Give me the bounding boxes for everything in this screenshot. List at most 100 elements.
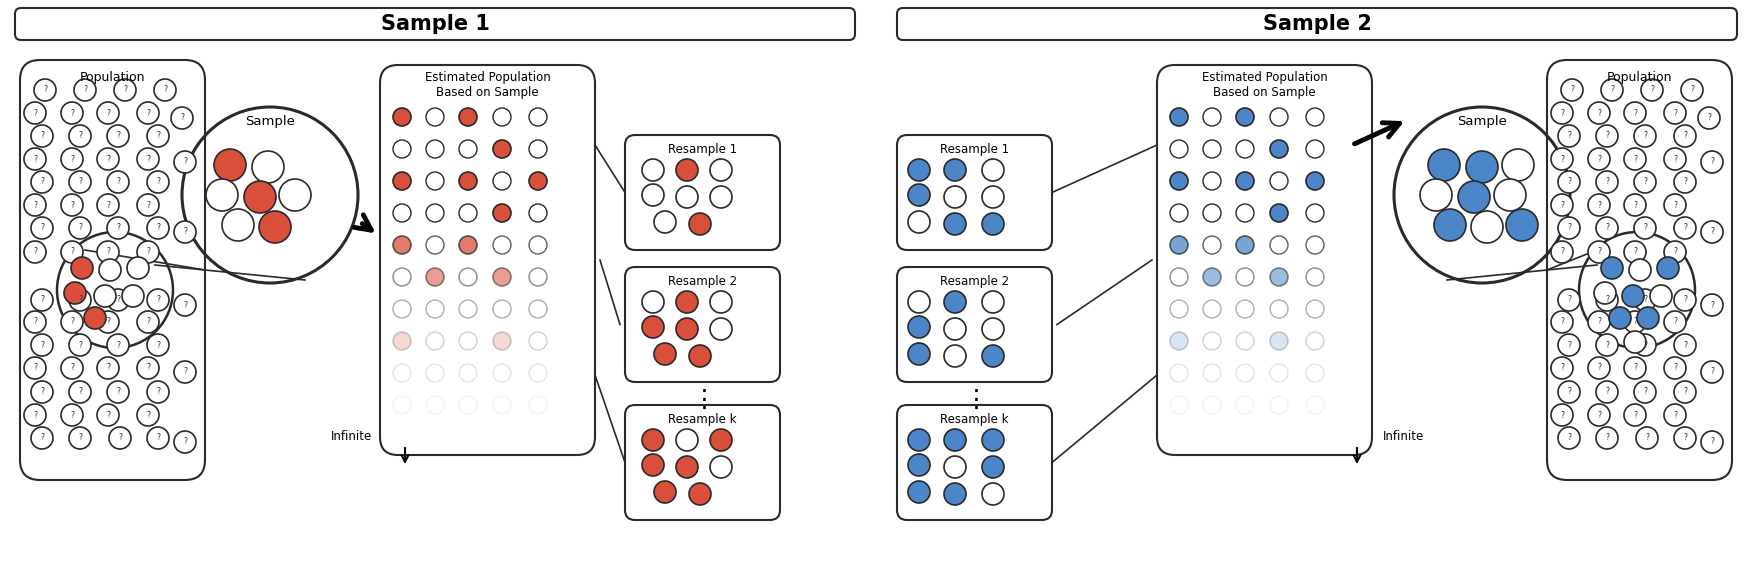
Circle shape [223, 209, 254, 241]
Circle shape [1558, 427, 1580, 449]
Circle shape [1624, 331, 1645, 353]
Text: ?: ? [1673, 317, 1677, 327]
Circle shape [392, 204, 412, 222]
Circle shape [74, 79, 96, 101]
Circle shape [908, 316, 930, 338]
Circle shape [676, 186, 697, 208]
Circle shape [653, 343, 676, 365]
Text: ?: ? [1633, 201, 1636, 209]
Circle shape [1642, 79, 1663, 101]
Circle shape [68, 125, 91, 147]
Circle shape [492, 108, 512, 126]
Circle shape [1204, 396, 1221, 414]
Circle shape [1305, 108, 1325, 126]
Circle shape [172, 107, 193, 129]
Text: ?: ? [70, 317, 74, 327]
Circle shape [1701, 151, 1722, 173]
Circle shape [426, 236, 443, 254]
Circle shape [459, 332, 477, 350]
Circle shape [710, 318, 732, 340]
Circle shape [137, 241, 159, 263]
Circle shape [107, 381, 130, 403]
Circle shape [1587, 194, 1610, 216]
Circle shape [1608, 307, 1631, 329]
Circle shape [983, 159, 1004, 181]
Circle shape [1305, 396, 1325, 414]
Circle shape [137, 194, 159, 216]
Circle shape [529, 300, 547, 318]
Circle shape [33, 79, 56, 101]
Text: ?: ? [145, 248, 151, 256]
Circle shape [1551, 357, 1573, 379]
Circle shape [147, 217, 168, 239]
Circle shape [61, 102, 82, 124]
Text: ?: ? [82, 85, 88, 95]
Circle shape [392, 300, 412, 318]
Circle shape [1673, 381, 1696, 403]
Circle shape [459, 172, 477, 190]
Circle shape [107, 334, 130, 356]
Circle shape [1701, 221, 1722, 243]
Circle shape [710, 456, 732, 478]
Circle shape [689, 213, 711, 235]
FancyBboxPatch shape [1156, 65, 1372, 455]
Circle shape [1624, 148, 1645, 170]
Circle shape [1433, 209, 1466, 241]
Circle shape [392, 140, 412, 158]
Circle shape [32, 171, 53, 193]
Text: ?: ? [1570, 85, 1573, 95]
Text: ?: ? [156, 223, 159, 233]
Text: Estimated Population
Based on Sample: Estimated Population Based on Sample [1202, 71, 1328, 99]
Circle shape [944, 345, 965, 367]
Circle shape [1204, 332, 1221, 350]
Text: ⋮: ⋮ [692, 388, 717, 412]
Circle shape [1170, 300, 1188, 318]
Circle shape [653, 481, 676, 503]
Circle shape [61, 404, 82, 426]
Circle shape [1664, 311, 1685, 333]
Circle shape [1587, 148, 1610, 170]
Circle shape [908, 343, 930, 365]
Circle shape [100, 259, 121, 281]
Text: ⋮: ⋮ [964, 388, 988, 412]
Text: ?: ? [116, 340, 119, 350]
Circle shape [123, 285, 144, 307]
Circle shape [492, 364, 512, 382]
Circle shape [1558, 217, 1580, 239]
Circle shape [641, 159, 664, 181]
Circle shape [459, 364, 477, 382]
Circle shape [1270, 108, 1288, 126]
Circle shape [908, 159, 930, 181]
Circle shape [173, 431, 196, 453]
Circle shape [252, 151, 284, 183]
Circle shape [32, 125, 53, 147]
Text: Resample 2: Resample 2 [939, 274, 1009, 288]
Text: ?: ? [107, 108, 110, 118]
Circle shape [1551, 404, 1573, 426]
Circle shape [1305, 268, 1325, 286]
Text: ?: ? [79, 177, 82, 187]
Circle shape [147, 171, 168, 193]
Circle shape [1170, 236, 1188, 254]
Circle shape [653, 211, 676, 233]
Circle shape [1170, 364, 1188, 382]
Circle shape [426, 108, 443, 126]
Text: ?: ? [33, 411, 37, 419]
Circle shape [676, 159, 697, 181]
Circle shape [1673, 171, 1696, 193]
Circle shape [1601, 257, 1622, 279]
Text: ?: ? [1559, 317, 1565, 327]
Circle shape [96, 194, 119, 216]
Circle shape [107, 217, 130, 239]
Text: ?: ? [1643, 387, 1647, 397]
FancyBboxPatch shape [897, 267, 1051, 382]
Circle shape [1601, 79, 1622, 101]
Circle shape [492, 204, 512, 222]
Circle shape [1624, 241, 1645, 263]
Circle shape [1596, 171, 1619, 193]
Text: ?: ? [40, 340, 44, 350]
Circle shape [676, 291, 697, 313]
Circle shape [1680, 79, 1703, 101]
Circle shape [392, 236, 412, 254]
Circle shape [32, 289, 53, 311]
